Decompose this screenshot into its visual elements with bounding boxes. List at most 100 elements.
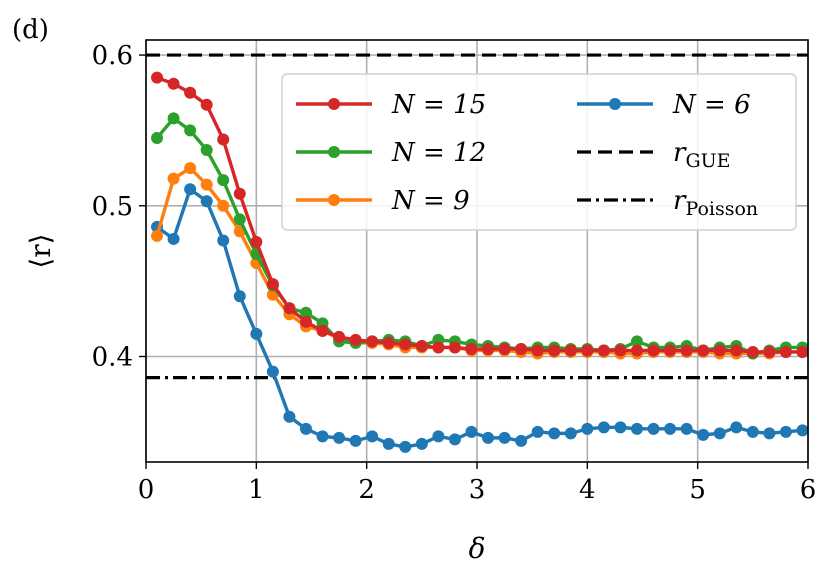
legend-entry: N = 9 — [296, 186, 470, 216]
data-point — [299, 315, 312, 328]
series-line — [156, 76, 803, 354]
legend-swatch-marker — [328, 194, 340, 206]
data-point — [630, 422, 643, 435]
data-point — [151, 71, 164, 84]
data-point — [283, 410, 296, 423]
data-point — [465, 425, 478, 438]
data-point — [581, 422, 594, 435]
x-axis-label: δ — [469, 532, 486, 565]
data-point — [630, 335, 643, 348]
data-point — [448, 341, 461, 354]
data-point — [498, 342, 511, 355]
data-point — [349, 333, 362, 346]
panel-label: (d) — [12, 15, 49, 45]
data-point — [763, 345, 776, 358]
data-point — [217, 234, 230, 247]
data-point — [548, 344, 561, 357]
data-point — [167, 172, 180, 185]
data-point — [151, 131, 164, 144]
legend-label: rPoisson — [673, 186, 758, 220]
data-point — [482, 431, 495, 444]
data-point — [184, 162, 197, 175]
data-point — [349, 434, 362, 447]
data-point — [630, 344, 643, 357]
data-series — [151, 71, 809, 453]
legend-entry: rPoisson — [577, 186, 758, 220]
data-point — [217, 174, 230, 187]
data-point — [482, 342, 495, 355]
data-point — [730, 344, 743, 357]
data-point — [531, 425, 544, 438]
legend-entry: N = 15 — [296, 90, 486, 120]
series-line — [156, 187, 803, 449]
data-point — [796, 345, 809, 358]
data-point — [299, 306, 312, 319]
data-point — [184, 183, 197, 196]
data-point — [217, 133, 230, 146]
legend-swatch-marker — [609, 98, 621, 110]
data-point — [415, 339, 428, 352]
legend-label: N = 6 — [672, 90, 751, 120]
data-point — [779, 425, 792, 438]
data-point — [250, 235, 263, 248]
data-point — [713, 344, 726, 357]
data-point — [498, 431, 511, 444]
legend-entry: N = 6 — [577, 90, 751, 120]
data-point — [680, 344, 693, 357]
data-point — [283, 302, 296, 315]
legend-label: N = 15 — [391, 90, 486, 120]
data-point — [366, 335, 379, 348]
data-point — [746, 425, 759, 438]
legend-label-main: r — [673, 138, 687, 168]
data-point — [597, 344, 610, 357]
series-line — [155, 116, 803, 356]
data-point — [266, 278, 279, 291]
data-point — [515, 434, 528, 447]
data-point — [200, 195, 213, 208]
data-point — [200, 178, 213, 191]
x-tick-label: 5 — [689, 475, 706, 505]
data-point — [697, 344, 710, 357]
x-tick-label: 2 — [358, 475, 375, 505]
data-point — [779, 345, 792, 358]
x-tick-label: 1 — [248, 475, 265, 505]
data-point — [647, 422, 660, 435]
data-point — [316, 430, 329, 443]
legend-label-subscript: GUE — [685, 150, 730, 172]
data-point — [680, 422, 693, 435]
data-point — [730, 421, 743, 434]
data-point — [184, 124, 197, 137]
data-point — [614, 421, 627, 434]
data-point — [796, 424, 809, 437]
data-point — [167, 77, 180, 90]
legend-box — [281, 73, 797, 231]
x-tick-label: 0 — [138, 475, 155, 505]
data-point — [432, 430, 445, 443]
data-point — [548, 427, 561, 440]
data-point — [167, 232, 180, 245]
data-point — [515, 342, 528, 355]
data-point — [333, 431, 346, 444]
data-point — [746, 345, 759, 358]
reference-lines — [146, 53, 808, 380]
y-tick-label: 0.6 — [92, 41, 133, 71]
axis-ticks: 0 1 2 3 4 5 6 0.4 0.5 0.6 — [92, 41, 817, 505]
data-point — [184, 86, 197, 99]
data-point — [316, 324, 329, 337]
data-point — [217, 199, 230, 212]
data-point — [664, 344, 677, 357]
data-point — [233, 213, 246, 226]
legend-label: N = 9 — [391, 186, 470, 216]
legend: N = 15 N = 12 N = 9 N = 6 rGUE rPoisson — [281, 73, 797, 231]
data-point — [465, 342, 478, 355]
data-point — [233, 187, 246, 200]
data-point — [382, 336, 395, 349]
data-point — [266, 365, 279, 378]
y-tick-label: 0.4 — [92, 343, 133, 373]
legend-swatch-marker — [328, 98, 340, 110]
legend-swatch-marker — [328, 146, 340, 158]
data-point — [200, 98, 213, 111]
legend-entry: N = 12 — [296, 138, 486, 168]
data-point — [399, 338, 412, 351]
